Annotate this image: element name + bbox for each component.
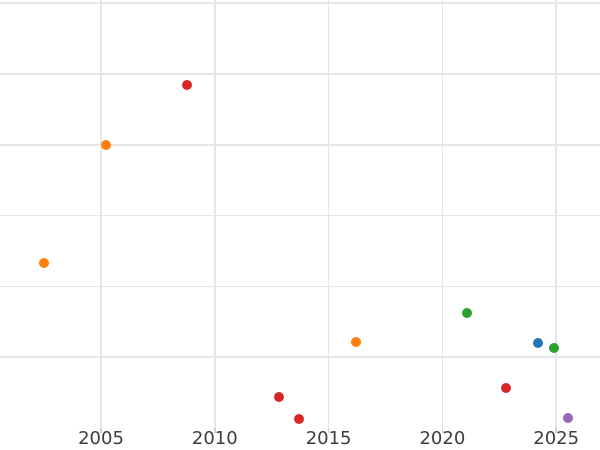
scatter-point-orange xyxy=(350,337,361,348)
x-axis-tick xyxy=(100,428,102,433)
x-axis-tick xyxy=(214,428,216,433)
vertical-gridline xyxy=(214,0,216,428)
x-axis-tick xyxy=(441,428,444,433)
horizontal-gridline xyxy=(0,285,600,288)
vertical-gridline xyxy=(327,0,330,428)
scatter-point-red xyxy=(273,391,284,402)
scatter-point-purple xyxy=(562,413,573,424)
scatter-point-blue xyxy=(532,338,543,349)
horizontal-gridline xyxy=(0,214,600,217)
horizontal-gridline xyxy=(0,144,600,146)
vertical-gridline xyxy=(441,0,444,428)
vertical-gridline xyxy=(100,0,102,428)
x-tick-label: 2020 xyxy=(419,428,466,449)
vertical-gridline xyxy=(555,0,557,428)
horizontal-gridline xyxy=(0,2,600,4)
x-tick-label: 2015 xyxy=(305,428,352,449)
scatter-point-orange xyxy=(100,139,111,150)
x-axis-tick xyxy=(327,428,330,433)
scatter-point-orange xyxy=(39,258,50,269)
horizontal-gridline xyxy=(0,356,600,358)
scatter-point-red xyxy=(501,383,512,394)
x-tick-label: 2025 xyxy=(533,428,580,449)
scatter-point-green xyxy=(462,308,473,319)
scatter-point-red xyxy=(294,413,304,424)
x-axis-tick xyxy=(555,428,557,433)
horizontal-gridline xyxy=(0,73,600,75)
scatter-point-red xyxy=(182,80,193,91)
x-tick-label: 2010 xyxy=(191,428,238,449)
scatter-point-green xyxy=(548,342,559,353)
x-tick-label: 2005 xyxy=(78,428,124,449)
